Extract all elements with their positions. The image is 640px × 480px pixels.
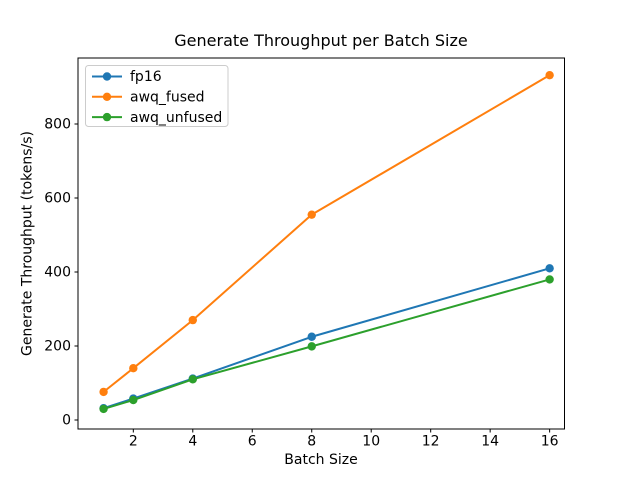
data-point-awq_unfused	[188, 375, 197, 384]
legend-marker	[102, 92, 112, 102]
data-point-awq_fused	[307, 210, 316, 219]
data-point-awq_fused	[545, 70, 554, 80]
y-tick-label: 0	[62, 413, 71, 429]
x-tick-label: 8	[307, 434, 316, 450]
legend-box	[85, 65, 229, 127]
legend-label: awq_unfused	[130, 110, 222, 126]
x-tick-label: 12	[422, 434, 440, 450]
legend-item-awq_fused: awq_fused	[92, 90, 205, 106]
x-tick-label: 6	[248, 434, 257, 450]
x-tick-label: 10	[362, 434, 380, 450]
series-awq_fused	[99, 70, 554, 397]
data-point-fp16	[545, 264, 554, 273]
legend-label: fp16	[130, 69, 162, 85]
y-tick-label: 400	[44, 265, 71, 281]
x-tick-label: 2	[129, 434, 138, 450]
data-point-awq_unfused	[307, 342, 316, 351]
y-axis-label: Generate Throughput (tokens/s)	[19, 131, 35, 356]
plot-area: 2 4 6 8 10 12 14 16 0 200 400 600 800 fp16 awq_fusedaw…	[44, 57, 565, 450]
series-fp16	[99, 264, 554, 413]
x-axis-label: Batch Size	[284, 452, 357, 468]
legend-marker	[102, 72, 112, 81]
legend-marker	[102, 112, 112, 122]
data-point-awq_unfused	[545, 275, 554, 284]
legend-item-fp16: fp16	[92, 69, 162, 85]
y-tick-label: 200	[44, 339, 71, 355]
y-tick-label: 600	[44, 191, 71, 207]
series-awq_unfused	[99, 275, 554, 414]
data-point-awq_unfused	[99, 404, 108, 414]
x-tick-label: 16	[541, 434, 559, 450]
x-tick-label: 14	[481, 434, 499, 450]
data-point-awq_unfused	[129, 395, 138, 405]
x-tick-label: 4	[188, 434, 197, 450]
axes-spines	[77, 57, 565, 430]
legend-label: awq_fused	[130, 90, 205, 106]
legend: fp16 awq_fused awq_unfused	[85, 65, 229, 127]
series-line-awq_unfused	[102, 278, 551, 410]
data-point-awq_fused	[99, 387, 108, 397]
legend-item-awq_unfused: awq_unfused	[92, 110, 222, 126]
data-point-awq_fused	[129, 364, 138, 373]
data-point-awq_fused	[188, 315, 197, 325]
data-point-fp16	[307, 332, 316, 341]
y-tick-label: 800	[44, 117, 71, 133]
chart-title: Generate Throughput per Batch Size	[174, 31, 467, 50]
